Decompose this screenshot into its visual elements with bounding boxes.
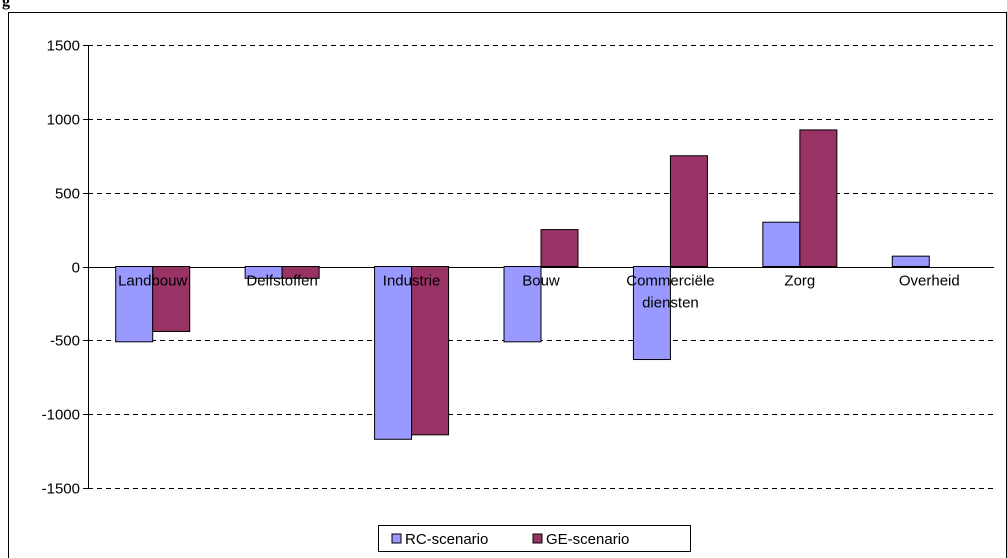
- legend-swatch-rc-scenario: [391, 533, 402, 544]
- category-label: Delfstoffen: [246, 273, 317, 290]
- bar-ge-scenario-1: [281, 266, 320, 279]
- bar-rc-scenario-3: [503, 266, 542, 343]
- legend: RC-scenario GE-scenario: [378, 525, 691, 552]
- category-label: Landbouw: [118, 273, 187, 290]
- legend-label: GE-scenario: [546, 531, 629, 548]
- y-tick-label: -1500: [42, 481, 80, 498]
- y-tick-label: -1000: [42, 407, 80, 424]
- y-tick-label: 1500: [47, 38, 80, 55]
- category-label: Zorg: [784, 273, 815, 290]
- legend-swatch-ge-scenario: [532, 533, 543, 544]
- bar-ge-scenario-5: [799, 129, 838, 267]
- bar-ge-scenario-3: [540, 229, 579, 267]
- category-label: Bouw: [522, 273, 560, 290]
- bar-rc-scenario-2: [374, 266, 413, 440]
- y-tick-label: 500: [55, 186, 80, 203]
- category-labels: Landbouw Delfstoffen Industrie Bouw Commerci…: [118, 273, 960, 312]
- bar-rc-scenario-6: [891, 255, 930, 267]
- y-tick-label: 0: [72, 260, 80, 277]
- category-label: Commerciële: [626, 273, 714, 290]
- bar-rc-scenario-4: [632, 266, 671, 361]
- figure-caption: g: [2, 0, 10, 10]
- category-label: Industrie: [383, 273, 441, 290]
- bar-rc-scenario-5: [762, 221, 801, 267]
- y-tick-label: -500: [50, 333, 80, 350]
- category-label: Overheid: [899, 273, 960, 290]
- y-tick-labels: 1500 1000 500 0 -500 -1000 -1500: [42, 38, 80, 498]
- y-tick-label: 1000: [47, 112, 80, 129]
- bar-ge-scenario-2: [411, 266, 450, 436]
- bars: [115, 129, 930, 440]
- bar-ge-scenario-4: [669, 155, 708, 267]
- bar-ge-scenario-0: [152, 266, 191, 332]
- legend-label: RC-scenario: [405, 531, 488, 548]
- category-label: diensten: [642, 295, 699, 312]
